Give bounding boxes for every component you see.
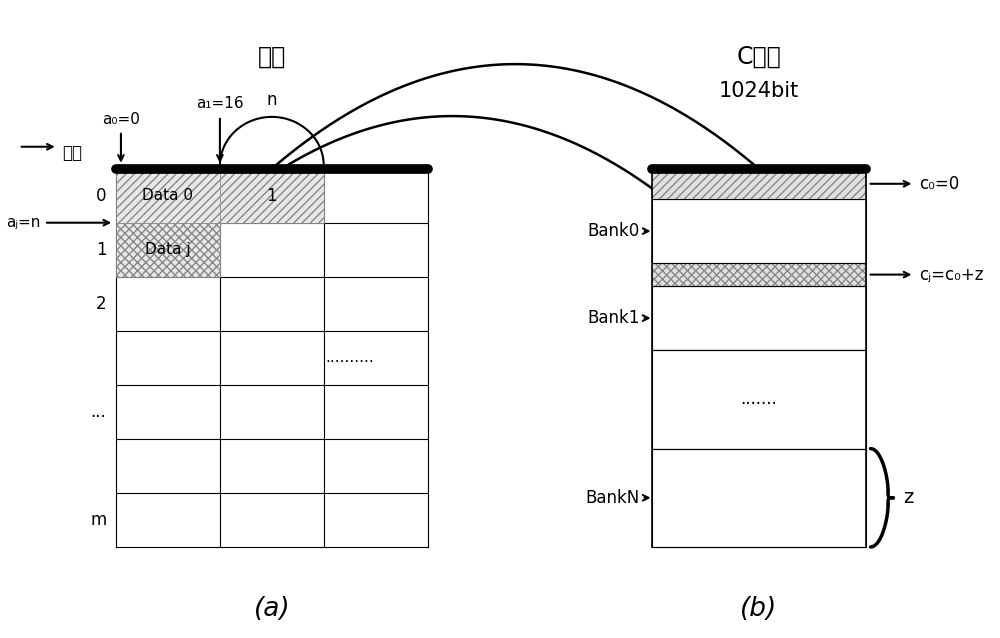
Text: cⱼ=c₀+z: cⱼ=c₀+z [919,265,984,284]
Text: 0: 0 [96,187,106,205]
Bar [220,168,324,223]
Text: z: z [903,488,913,507]
Text: Data 0: Data 0 [142,188,193,203]
Text: 1: 1 [96,241,106,259]
Text: 外存: 外存 [258,45,286,69]
Text: (b): (b) [740,596,777,622]
Text: .......: ....... [740,390,777,408]
Text: (a): (a) [254,596,290,622]
Bar [116,168,220,223]
Text: a₀=0: a₀=0 [102,112,140,127]
Text: n: n [267,91,277,109]
Text: Bank1: Bank1 [587,309,640,327]
Text: ...: ... [91,403,106,421]
Text: aⱼ=n: aⱼ=n [6,215,40,230]
Text: 2: 2 [96,295,106,313]
Bar [652,263,866,286]
Bar [116,223,220,277]
Bar [652,199,866,263]
Text: Bank0: Bank0 [588,222,640,240]
Text: 1024bit: 1024bit [718,81,799,101]
Text: a₁=16: a₁=16 [196,96,244,111]
Text: Data j: Data j [145,242,191,257]
Bar [652,168,866,199]
Text: 地址: 地址 [63,144,83,161]
Text: C缓存: C缓存 [736,45,781,69]
Text: 1: 1 [267,187,277,205]
Bar [652,286,866,350]
Text: BankN: BankN [586,489,640,507]
Bar [652,350,866,449]
Text: c₀=0: c₀=0 [919,175,959,193]
Bar [652,449,866,547]
Text: ..........: .......... [325,350,374,366]
Text: m: m [90,511,106,529]
